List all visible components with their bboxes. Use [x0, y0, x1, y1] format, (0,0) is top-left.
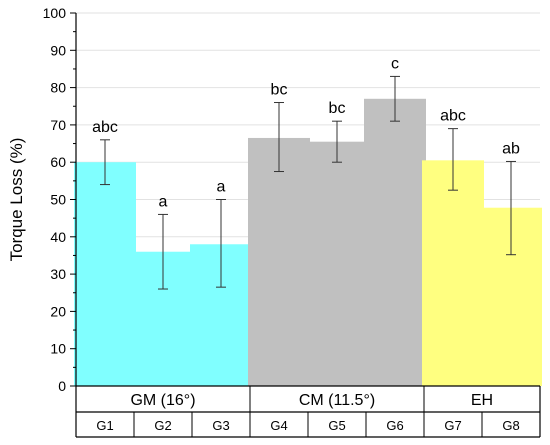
error-bars: [100, 75, 516, 290]
category-label-G3: G3: [212, 418, 229, 433]
significance-label-G3: a: [217, 179, 226, 196]
significance-label-G8: ab: [502, 140, 520, 157]
error-bar-G2: [158, 213, 168, 290]
error-bar-G6: [390, 75, 400, 122]
significance-label-G5: bc: [329, 100, 346, 117]
significance-label-G4: bc: [271, 82, 288, 99]
bar-G5: [306, 141, 368, 386]
y-axis-title: Torque Loss (%): [7, 138, 26, 262]
y-tick-label: 90: [50, 42, 66, 58]
group-label: GM (16°): [130, 392, 195, 409]
category-label-G6: G6: [386, 418, 403, 433]
y-tick-label: 40: [50, 229, 66, 245]
y-tick-label: 100: [43, 5, 67, 21]
error-bar-G4: [274, 102, 284, 173]
y-tick-label: 20: [50, 303, 66, 319]
category-table: G1 G2 G3 G4 G5 G6 G7 G8 GM (16°) CM (11.5°) EH: [75, 386, 541, 438]
significance-label-G6: c: [391, 55, 399, 72]
bar-G4: [248, 137, 310, 386]
y-tick-label: 60: [50, 154, 66, 170]
group-label: EH: [471, 392, 493, 409]
y-axis: 0 10 20 30 40 50 60 70 80 90 100: [43, 5, 540, 394]
category-label-G1: G1: [96, 418, 113, 433]
significance-label-G7: abc: [440, 108, 466, 125]
y-tick-label: 80: [50, 80, 66, 96]
error-bar-G5: [332, 120, 342, 163]
significance-label-G1: abc: [92, 119, 118, 136]
error-bar-G1: [100, 139, 110, 186]
bar-G7: [422, 160, 484, 386]
bar-G6: [364, 98, 426, 386]
bar-G1: [74, 162, 136, 386]
category-label-G2: G2: [154, 418, 171, 433]
y-tick-label: 30: [50, 266, 66, 282]
error-bar-G8: [506, 160, 516, 256]
category-label-G4: G4: [270, 418, 287, 433]
y-tick-label: 70: [50, 117, 66, 133]
category-label-G7: G7: [444, 418, 461, 433]
y-tick-label: 50: [50, 192, 66, 208]
bars: [74, 98, 542, 386]
group-label: CM (11.5°): [299, 392, 375, 409]
category-label-G5: G5: [328, 418, 345, 433]
significance-label-G2: a: [159, 193, 168, 210]
category-label-G8: G8: [502, 418, 519, 433]
y-tick-label: 10: [50, 341, 66, 357]
error-bar-G3: [216, 199, 226, 288]
y-tick-label: 0: [58, 378, 66, 394]
error-bar-G7: [448, 128, 458, 191]
